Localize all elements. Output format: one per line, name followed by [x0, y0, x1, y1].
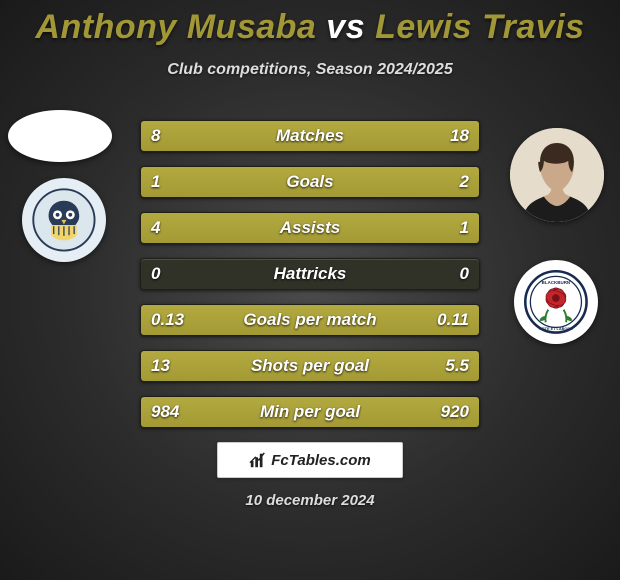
stat-row: 818Matches	[140, 120, 480, 152]
stat-label: Matches	[141, 121, 479, 151]
stat-row: 135.5Shots per goal	[140, 350, 480, 382]
watermark-text: FcTables.com	[271, 452, 370, 469]
title-vs: vs	[326, 8, 365, 46]
stat-row: 0.130.11Goals per match	[140, 304, 480, 336]
chart-icon	[249, 451, 267, 469]
player1-avatar	[8, 110, 112, 162]
player2-club-crest: BLACKBURN ARTE ET LABORE	[514, 260, 598, 344]
stat-row: 41Assists	[140, 212, 480, 244]
stat-label: Goals	[141, 167, 479, 197]
stat-label: Shots per goal	[141, 351, 479, 381]
player2-name: Lewis Travis	[375, 8, 585, 46]
comparison-subtitle: Club competitions, Season 2024/2025	[0, 61, 620, 79]
stat-row: 00Hattricks	[140, 258, 480, 290]
player2-avatar	[510, 128, 604, 222]
svg-text:ARTE ET LABORE: ARTE ET LABORE	[539, 327, 573, 331]
stat-row: 12Goals	[140, 166, 480, 198]
stat-label: Hattricks	[141, 259, 479, 289]
player1-club-crest	[22, 178, 106, 262]
stat-label: Goals per match	[141, 305, 479, 335]
fctables-watermark: FcTables.com	[217, 442, 403, 478]
comparison-title: Anthony Musaba vs Lewis Travis	[0, 0, 620, 47]
player1-name: Anthony Musaba	[35, 8, 316, 46]
svg-text:BLACKBURN: BLACKBURN	[542, 280, 570, 285]
comparison-date: 10 december 2024	[0, 492, 620, 509]
stat-label: Assists	[141, 213, 479, 243]
comparison-bars: 818Matches 12Goals 41Assists 00Hattricks 0.1…	[140, 120, 480, 442]
stat-row: 984920Min per goal	[140, 396, 480, 428]
stat-label: Min per goal	[141, 397, 479, 427]
